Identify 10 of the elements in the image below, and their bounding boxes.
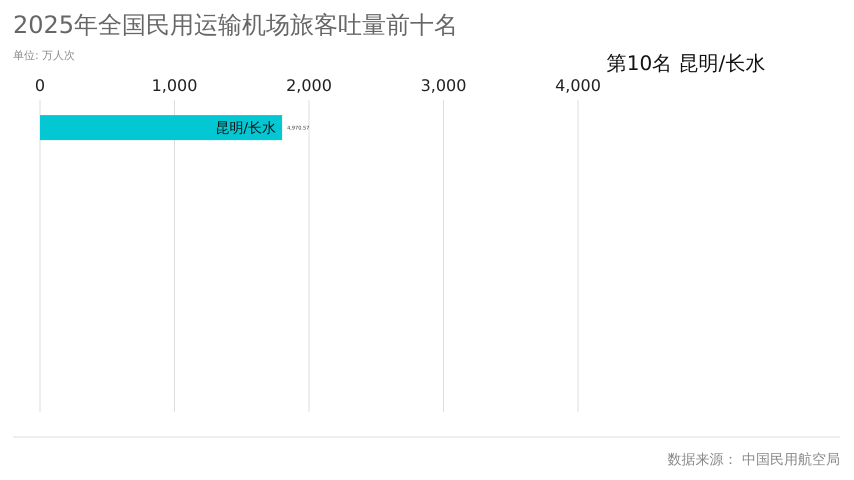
- text: 第10名 昆明/长水: [606, 51, 766, 75]
- x-tick-label: 4,000: [555, 76, 601, 95]
- x-tick-label: 0: [34, 76, 46, 95]
- chart-subtitle: 单位: 万人次: [13, 49, 76, 62]
- source-note: 数据来源： 中国民用航空局: [668, 452, 840, 468]
- chart-title: 2025年全国民用运输机场旅客吐量前十名: [13, 11, 458, 39]
- x-tick-label: 2,000: [286, 76, 332, 95]
- x-tick-label: 1,000: [152, 76, 198, 95]
- y-tick-label: 昆明/长水: [215, 120, 276, 137]
- x-tick-label: 3,000: [420, 76, 466, 95]
